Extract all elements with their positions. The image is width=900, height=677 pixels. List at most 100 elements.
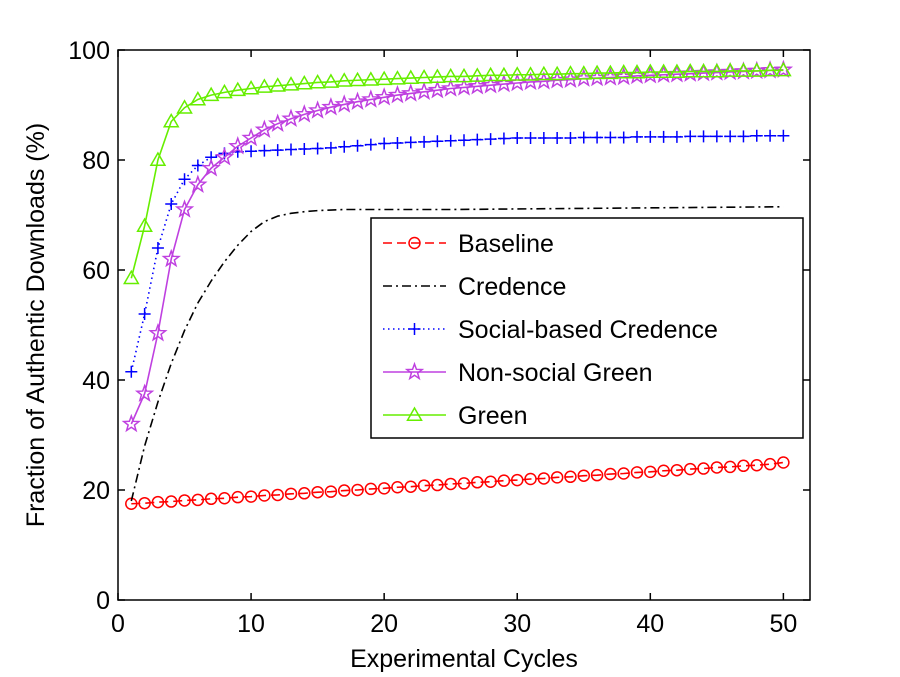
data-point [364,138,377,151]
data-point [455,67,473,83]
data-point [309,73,326,89]
data-point [763,457,777,471]
data-point [721,62,739,77]
data-point [311,485,324,499]
data-point [444,134,457,147]
data-point [750,129,763,142]
data-point [469,67,486,82]
data-point [138,308,151,320]
data-point [577,469,591,482]
data-point [484,475,497,488]
data-point [229,81,247,97]
data-point [695,62,712,78]
data-point [454,77,474,96]
data-point [178,494,191,507]
data-point [271,488,284,502]
data-point [591,131,604,144]
data-point [256,78,273,93]
data-point [377,482,391,495]
data-point [471,133,484,146]
data-point [750,459,764,472]
legend-label: Social-based Credence [458,316,718,344]
data-point [164,495,178,508]
data-point [577,131,590,144]
series-line [130,69,784,279]
y-tick-label: 20 [82,477,110,505]
x-tick-label: 50 [769,610,797,638]
data-point [151,242,164,254]
data-point [735,62,752,77]
data-point [670,130,683,143]
data-point [351,483,364,497]
data-point [537,472,551,485]
data-point [562,65,579,80]
data-point [191,493,205,507]
data-point [590,468,604,482]
data-point [123,269,140,285]
data-point [697,462,710,475]
data-point [548,65,566,81]
data-point [604,131,617,144]
data-point [467,76,488,95]
data-point [361,89,381,108]
data-point [442,67,459,83]
data-point [775,61,792,77]
data-point [334,94,354,113]
data-point [216,83,233,99]
data-point [269,77,286,92]
data-point [324,485,338,498]
data-point [588,64,606,80]
data-point [457,477,471,490]
series-baseline [125,456,790,510]
data-point [708,62,726,78]
data-point [338,140,351,153]
legend-marker [406,406,423,421]
data-point [362,71,380,86]
legend-label: Credence [458,273,566,301]
data-point [178,173,191,186]
data-point [241,127,261,147]
data-point [655,63,672,78]
data-point [258,144,271,157]
data-point [575,65,593,80]
data-point [311,142,324,155]
series-green [123,61,792,285]
legend-marker [408,236,421,250]
data-point [524,472,537,486]
data-point [497,132,510,145]
data-point [458,134,470,147]
data-point [657,464,670,477]
legend-marker [408,323,421,335]
data-point [710,461,724,474]
data-point [631,130,643,143]
data-point [375,70,393,86]
data-point [298,143,311,155]
data-point [321,97,341,116]
data-point [564,470,577,484]
axis-layer: 0 10 20 30 40 50 0 20 40 60 80 100 [68,37,810,638]
data-point [151,495,165,509]
data-point [174,199,195,218]
data-point [307,100,328,119]
data-point [148,323,168,342]
data-point [228,136,248,155]
data-point [296,75,313,90]
data-point [683,462,697,476]
data-point [138,496,151,510]
legend-label: Baseline [458,230,554,258]
data-point [471,476,484,489]
data-point [777,456,790,469]
y-tick-label: 80 [82,147,110,175]
series-credence [130,205,784,502]
data-point [602,64,619,80]
data-point [535,65,553,81]
data-point [284,487,298,501]
data-point [404,480,418,493]
data-point [482,66,499,82]
data-point [324,141,337,154]
data-point [644,465,657,479]
data-point [231,490,245,504]
data-point [282,76,300,91]
data-point [204,492,218,506]
data-point [402,69,420,85]
